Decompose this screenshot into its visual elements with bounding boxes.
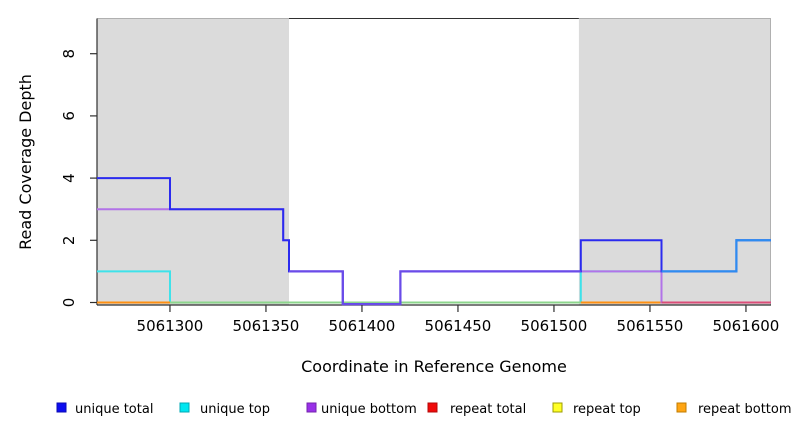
- y-tick-label: 4: [60, 173, 78, 183]
- y-axis-ticks: 0 2 4 6 8: [60, 49, 97, 307]
- legend: unique total unique top unique bottom repea…: [56, 402, 792, 417]
- x-tick-label: 5061400: [329, 317, 396, 335]
- x-tick-label: 5061550: [617, 317, 684, 335]
- plot-box: [96, 18, 771, 306]
- unique-total-over-top-blend: [661, 239, 771, 273]
- legend-label-unique-total: unique total: [75, 402, 153, 417]
- y-axis-title: Read Coverage Depth: [16, 74, 35, 250]
- x-tick-label: 5061300: [137, 317, 204, 335]
- legend-label-repeat-bottom: repeat bottom: [698, 402, 792, 417]
- legend-swatch-unique-total: [56, 402, 67, 413]
- x-tick-label: 5061600: [713, 317, 780, 335]
- x-axis-title: Coordinate in Reference Genome: [301, 357, 567, 376]
- legend-swatch-repeat-total: [427, 402, 438, 413]
- legend-swatch-repeat-bottom: [676, 402, 687, 413]
- legend-swatch-unique-bottom: [306, 402, 317, 413]
- x-axis-ticks: 5061300 5061350 5061400 5061450 5061500 50615…: [137, 305, 780, 335]
- legend-label-repeat-total: repeat total: [450, 402, 526, 417]
- unique-total-over-bottom-blend: [289, 270, 581, 306]
- y-tick-label: 8: [60, 49, 78, 59]
- y-tick-label: 0: [60, 298, 78, 308]
- x-tick-label: 5061450: [425, 317, 492, 335]
- legend-label-unique-bottom: unique bottom: [321, 402, 417, 417]
- repeat-region-shade: [97, 18, 289, 305]
- coverage-lines: [97, 177, 771, 306]
- x-tick-label: 5061500: [521, 317, 588, 335]
- repeat-region-shade: [578, 18, 771, 305]
- legend-swatch-repeat-top: [552, 402, 563, 413]
- legend-label-repeat-top: repeat top: [573, 402, 641, 417]
- x-tick-label: 5061350: [233, 317, 300, 335]
- legend-label-unique-top: unique top: [200, 402, 270, 417]
- y-tick-label: 2: [60, 236, 78, 246]
- legend-swatch-unique-top: [179, 402, 190, 413]
- repeat-region-shading: [97, 18, 771, 305]
- y-tick-label: 6: [60, 111, 78, 121]
